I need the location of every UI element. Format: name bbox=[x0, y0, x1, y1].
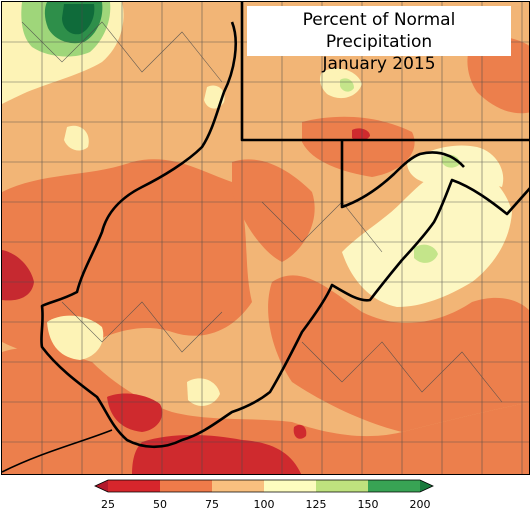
pennsylvania-border bbox=[240, 2, 529, 142]
colorbar-outline bbox=[94, 479, 434, 493]
west-virginia-border bbox=[40, 21, 529, 449]
colorbar-tick-100: 100 bbox=[253, 498, 275, 511]
very-dry-west-edge bbox=[2, 250, 34, 301]
title-line-2: January 2015 bbox=[322, 54, 436, 74]
wettest-core-ohio bbox=[62, 4, 95, 35]
county-lines bbox=[2, 2, 529, 474]
colorbar-bin-150-200 bbox=[368, 480, 420, 492]
state-boundaries bbox=[2, 2, 529, 473]
colorbar-bin-50-75 bbox=[160, 480, 212, 492]
wet-region-ky-pocket bbox=[47, 315, 104, 360]
colorbar-tick-200: 200 bbox=[409, 498, 431, 511]
map-canvas bbox=[2, 2, 529, 474]
very-wet-region-wv bbox=[414, 244, 438, 263]
colorbar-bin-75-100 bbox=[212, 480, 264, 492]
map-title: Percent of Normal Precipitation January … bbox=[247, 6, 511, 74]
very-dry-se-spot bbox=[293, 424, 307, 439]
md-panhandle-border bbox=[340, 140, 465, 209]
colorbar-bin-25-50 bbox=[108, 480, 160, 492]
very-dry-south-border bbox=[132, 435, 302, 474]
colorbar-tick-150: 150 bbox=[357, 498, 379, 511]
colorbar-arrow-left bbox=[95, 480, 108, 492]
colorbar-tick-50: 50 bbox=[153, 498, 167, 511]
colorbar-tick-75: 75 bbox=[205, 498, 219, 511]
dry-region-center bbox=[232, 159, 315, 262]
very-wet-region-panhandle bbox=[442, 154, 460, 168]
kentucky-virginia-border bbox=[2, 429, 113, 473]
dry-region-east bbox=[268, 275, 529, 432]
dry-region-south bbox=[2, 159, 252, 355]
very-dry-pa-spot bbox=[352, 128, 370, 141]
wet-region-ohio-pocket-2 bbox=[64, 125, 89, 151]
very-dry-sw-pocket bbox=[107, 393, 163, 432]
precipitation-map: Percent of Normal Precipitation January … bbox=[1, 1, 530, 475]
title-line-1: Percent of Normal Precipitation bbox=[302, 10, 456, 52]
colorbar-bin-125-150 bbox=[316, 480, 368, 492]
wet-region-wv-east bbox=[342, 166, 512, 307]
wet-region-sw-pocket bbox=[187, 378, 220, 406]
colorbar-tick-25: 25 bbox=[101, 498, 115, 511]
colorbar-arrow-right bbox=[420, 480, 433, 492]
colorbar-svg bbox=[94, 479, 434, 493]
legend-colorbar: 25 50 75 100 125 150 200 bbox=[0, 478, 531, 511]
colorbar-bin-100-125 bbox=[264, 480, 316, 492]
colorbar-tick-125: 125 bbox=[305, 498, 327, 511]
